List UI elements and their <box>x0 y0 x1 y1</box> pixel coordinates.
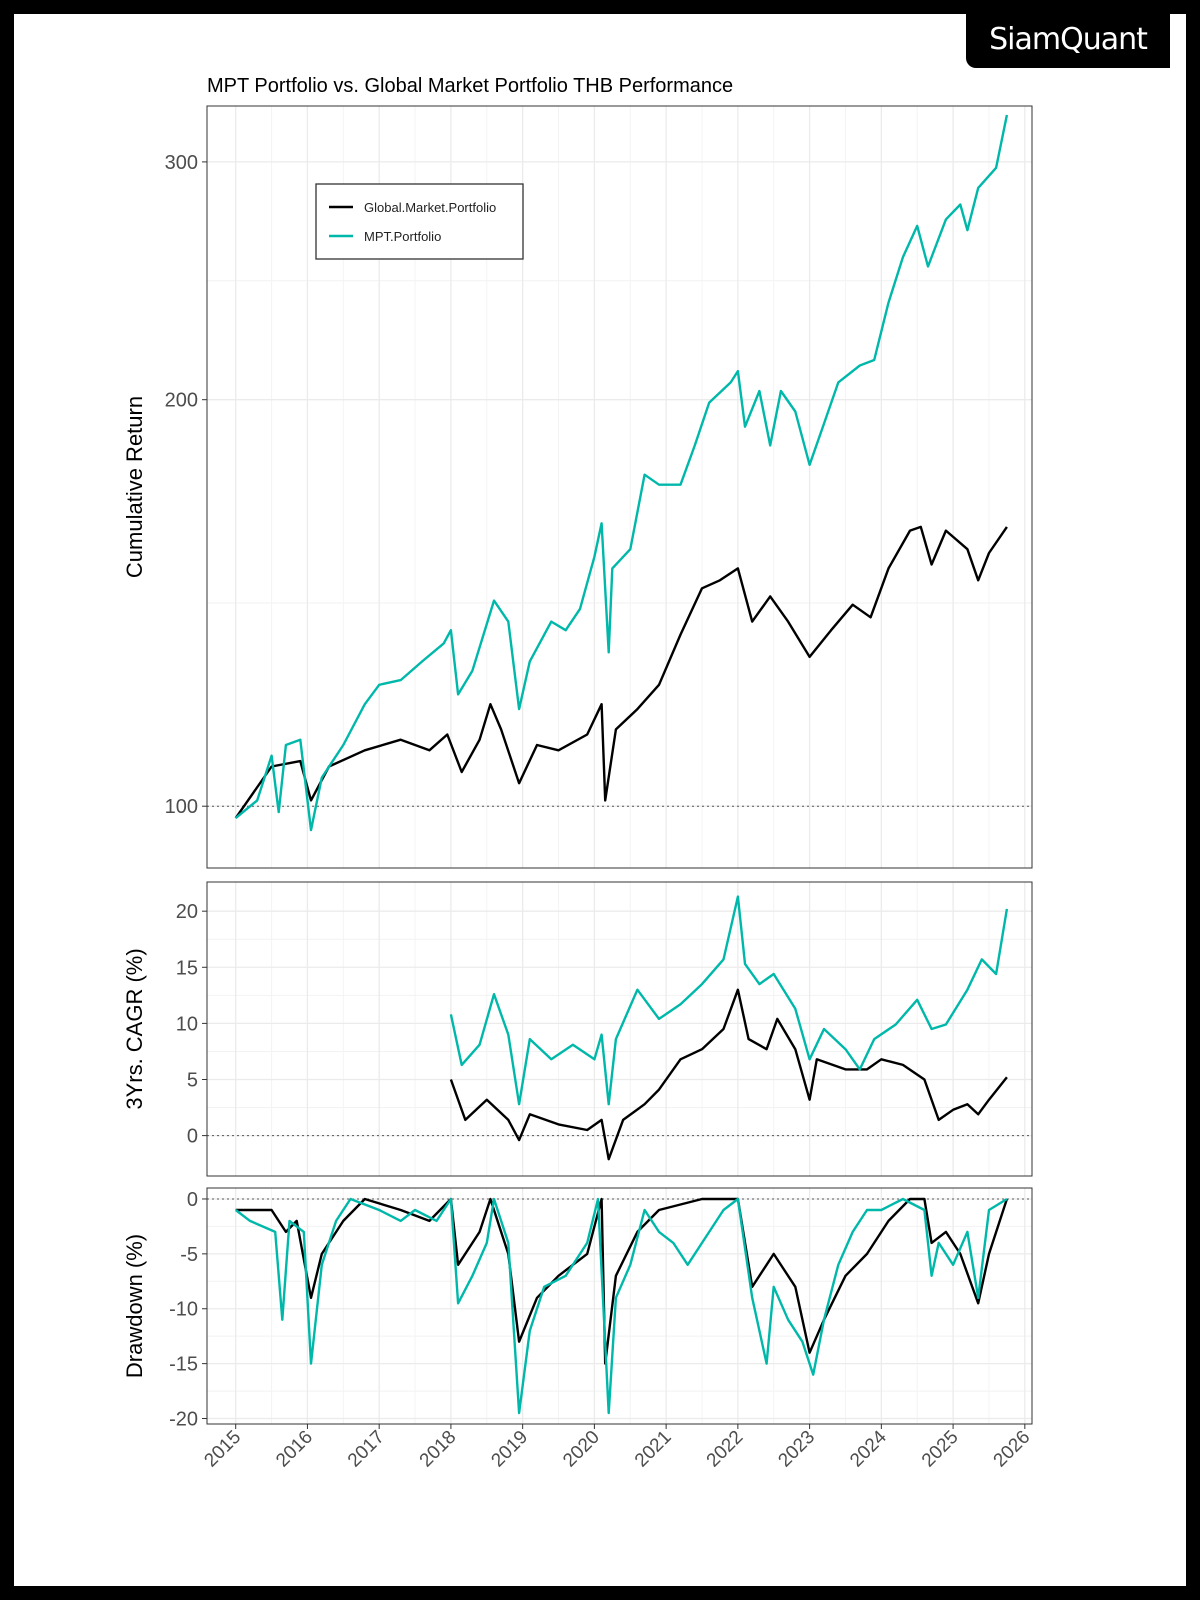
y-tick-label: 200 <box>165 390 198 412</box>
legend-box <box>315 183 524 260</box>
legend: Global.Market.Portfolio MPT.Portfolio <box>315 183 524 260</box>
x-tick-label: 2026 <box>990 1427 1035 1472</box>
panel-3: 0 -5 -10 -15 -20 Drawdown (%) 2015 2016 2017 2018… <box>122 1187 1035 1472</box>
legend-label: Global.Market.Portfolio <box>364 200 496 215</box>
panel-2: 0 5 10 15 20 3Yrs. CAGR (%) <box>122 881 1033 1177</box>
x-tick-label: 2018 <box>416 1427 461 1472</box>
y-tick-label: -10 <box>169 1299 198 1321</box>
series-line-mpt-portfolio <box>234 1197 1008 1415</box>
x-tick-label: 2022 <box>703 1427 748 1472</box>
series-line-global-market-portfolio <box>449 988 1008 1161</box>
x-tick-label: 2023 <box>774 1427 819 1472</box>
series-line-global-market-portfolio <box>235 1197 1009 1365</box>
y-tick-label: 20 <box>176 901 198 923</box>
panel-border <box>206 105 1033 869</box>
x-tick-label: 2016 <box>272 1427 317 1472</box>
siamquant-logo: SiamQuant <box>966 12 1170 68</box>
panel-border <box>206 881 1033 1177</box>
y-tick-label: 15 <box>176 957 198 979</box>
y-tick-label: -15 <box>169 1354 198 1376</box>
y-tick-label: -5 <box>180 1244 198 1266</box>
y-axis-label: Cumulative Return <box>122 396 147 578</box>
x-tick-label: 2024 <box>846 1426 891 1471</box>
y-axis-label: Drawdown (%) <box>122 1234 147 1378</box>
y-tick-label: 5 <box>187 1069 198 1091</box>
x-tick-label: 2015 <box>200 1427 245 1472</box>
panel-1: 100 200 300 Cumulative Return MPT Portfolio … <box>122 75 1033 869</box>
x-tick-label: 2017 <box>344 1427 389 1472</box>
series-line-mpt-portfolio <box>234 114 1009 832</box>
y-axis-label: 3Yrs. CAGR (%) <box>122 948 147 1109</box>
y-tick-label: 300 <box>165 152 198 174</box>
x-tick-label: 2020 <box>559 1427 604 1472</box>
x-tick-label: 2025 <box>918 1427 963 1472</box>
legend-label: MPT.Portfolio <box>364 229 441 244</box>
y-tick-label: 0 <box>187 1126 198 1148</box>
y-tick-label: -20 <box>169 1409 198 1431</box>
y-tick-label: 10 <box>176 1013 198 1035</box>
chart-title: MPT Portfolio vs. Global Market Portfoli… <box>207 75 733 97</box>
y-tick-label: 0 <box>187 1189 198 1211</box>
y-tick-label: 100 <box>165 796 198 818</box>
series-line-global-market-portfolio <box>234 525 1008 819</box>
plot-background <box>14 14 1186 1586</box>
x-tick-label: 2019 <box>487 1427 532 1472</box>
x-tick-label: 2021 <box>631 1427 676 1472</box>
panel-border <box>206 1187 1033 1425</box>
series-line-mpt-portfolio <box>449 895 1009 1106</box>
